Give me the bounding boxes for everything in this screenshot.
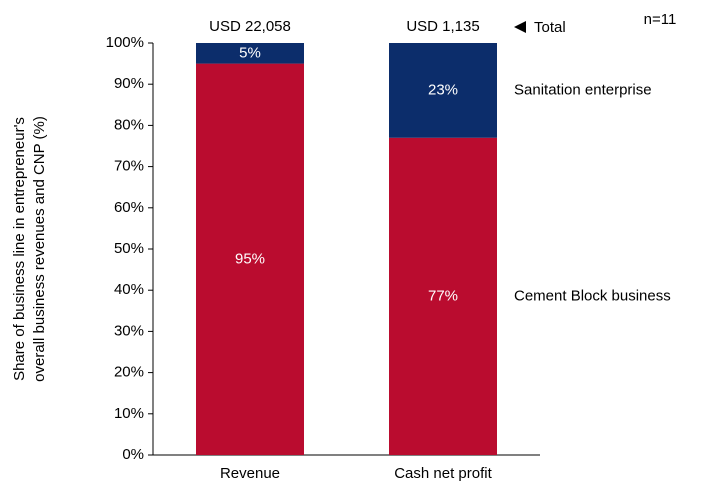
sample-note: n=11 [644, 11, 677, 28]
y-tick-label: 10% [114, 405, 144, 422]
total-arrow [514, 21, 526, 33]
y-tick-label: 30% [114, 322, 144, 339]
y-tick-label: 0% [122, 446, 144, 463]
value-label: 95% [235, 250, 265, 267]
value-label: 5% [239, 44, 261, 61]
y-tick-label: 20% [114, 364, 144, 381]
y-tick-label: 80% [114, 116, 144, 133]
y-tick-label: 90% [114, 75, 144, 92]
y-tick-label: 100% [106, 34, 144, 51]
y-tick-label: 60% [114, 199, 144, 216]
legend-label: Cement Block business [514, 287, 671, 304]
bar-segment [389, 137, 497, 455]
y-axis-label: Share of business line in entrepreneur's [11, 117, 28, 381]
y-axis-label: overall business revenues and CNP (%) [31, 116, 48, 382]
total-label: USD 22,058 [209, 18, 291, 35]
bar-segment [389, 43, 497, 138]
total-label: Total [534, 19, 566, 36]
y-tick-label: 50% [114, 240, 144, 257]
bar-segment [196, 43, 304, 64]
y-tick-label: 70% [114, 158, 144, 175]
value-label: 77% [428, 287, 458, 304]
bar-segment [196, 63, 304, 455]
x-tick-label: Cash net profit [394, 465, 492, 482]
y-tick-label: 40% [114, 281, 144, 298]
value-label: 23% [428, 81, 458, 98]
total-label: USD 1,135 [406, 18, 479, 35]
legend-label: Sanitation enterprise [514, 81, 652, 98]
x-tick-label: Revenue [220, 465, 280, 482]
